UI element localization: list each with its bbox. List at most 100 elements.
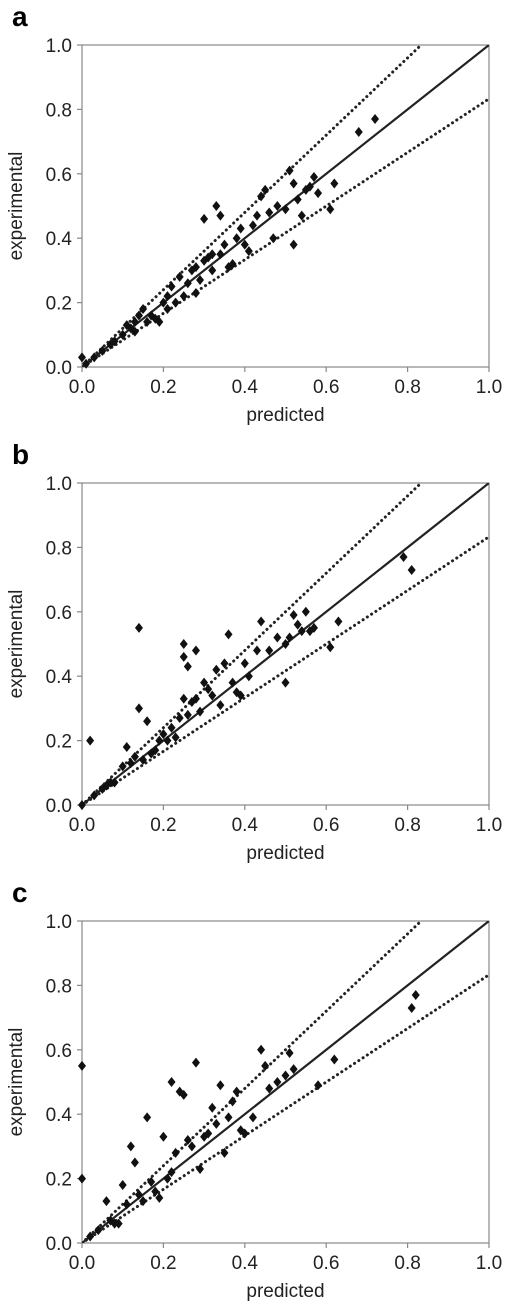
data-point	[399, 552, 408, 563]
data-point	[175, 1086, 184, 1097]
data-point	[228, 1096, 237, 1107]
data-point	[212, 1118, 221, 1129]
data-point	[143, 316, 152, 327]
data-point	[244, 671, 253, 682]
data-point	[257, 191, 266, 202]
y-tick-label: 0.6	[46, 603, 72, 624]
data-point	[253, 645, 262, 656]
data-point	[220, 239, 229, 250]
data-point	[273, 632, 282, 643]
data-point	[110, 777, 119, 788]
data-point	[293, 619, 302, 630]
y-tick-label: 0.4	[46, 229, 73, 250]
data-point	[289, 1064, 298, 1075]
y-tick-label: 0.0	[46, 1234, 72, 1255]
data-point	[134, 703, 143, 714]
data-point	[171, 1147, 180, 1158]
reference-lines	[82, 921, 489, 1243]
data-point	[281, 639, 290, 649]
data-point	[118, 1180, 127, 1191]
data-points	[78, 114, 380, 369]
data-point	[171, 297, 180, 308]
data-point	[78, 800, 86, 810]
data-point	[273, 201, 282, 211]
data-point	[175, 713, 184, 724]
x-tick-label: 0.0	[69, 377, 95, 398]
data-point	[411, 990, 420, 1001]
y-tick-label: 0.8	[46, 976, 72, 997]
data-point	[208, 249, 217, 260]
data-point	[244, 246, 253, 257]
data-point	[179, 639, 188, 649]
data-point	[78, 352, 86, 363]
x-axis-title: predicted	[246, 1281, 324, 1302]
plot-frame	[81, 920, 490, 1244]
data-point	[187, 1141, 196, 1152]
data-point	[301, 606, 310, 617]
y-tick-label: 0.2	[46, 1170, 72, 1191]
data-point	[289, 610, 298, 621]
data-point	[269, 233, 278, 244]
data-point	[261, 1060, 270, 1071]
data-point	[208, 265, 217, 276]
data-point	[179, 291, 188, 302]
data-point	[94, 1225, 103, 1236]
panel-label: c	[12, 877, 28, 908]
data-point	[179, 693, 188, 704]
data-point	[200, 213, 209, 224]
data-point	[314, 188, 323, 199]
data-point	[183, 1134, 192, 1145]
data-point	[90, 352, 99, 363]
data-point	[126, 1141, 135, 1152]
x-tick-label: 0.6	[313, 377, 339, 398]
data-point	[151, 1186, 160, 1197]
data-point	[354, 126, 363, 137]
data-point	[216, 1080, 225, 1091]
data-point	[334, 616, 343, 627]
data-point	[371, 114, 380, 125]
data-point	[110, 1218, 119, 1229]
data-point	[204, 1128, 213, 1139]
data-points	[78, 990, 420, 1242]
x-tick-label: 1.0	[476, 815, 502, 836]
identity-line	[82, 921, 489, 1243]
data-point	[134, 622, 143, 633]
data-point	[261, 184, 270, 195]
data-point	[118, 329, 127, 340]
data-point	[289, 239, 298, 250]
x-tick-label: 1.0	[476, 1253, 502, 1274]
data-point	[143, 1112, 152, 1123]
scatter-chart-c: c 0.0 0.2 0.4 0.6 0.8 1.0 0.0 0.2 0.4 0.6 0.8 1.0 pre…	[6, 877, 502, 1302]
data-point	[163, 291, 172, 302]
lower-bound-line	[82, 535, 489, 805]
panel-label: a	[12, 1, 28, 32]
data-point	[159, 1131, 168, 1142]
data-point	[191, 287, 200, 298]
data-point	[212, 664, 221, 675]
data-point	[191, 693, 200, 704]
data-point	[179, 651, 188, 662]
data-point	[159, 729, 168, 740]
data-point	[86, 1231, 95, 1242]
data-point	[187, 696, 196, 707]
data-point	[407, 1002, 416, 1013]
data-point	[281, 1070, 290, 1081]
data-point	[240, 239, 249, 250]
data-point	[106, 777, 115, 788]
x-tick-label: 0.8	[394, 1253, 420, 1274]
lower-bound-line	[82, 97, 489, 367]
x-tick-label: 0.8	[394, 815, 420, 836]
y-tick-label: 0.0	[46, 358, 72, 379]
data-point	[297, 210, 306, 221]
y-tick-label: 1.0	[46, 36, 72, 57]
data-point	[82, 358, 91, 369]
data-point	[167, 1167, 176, 1178]
data-point	[126, 758, 135, 769]
scatter-panel-a: a 0.0 0.2 0.4 0.6 0.8 1.0 0.0 0.2 0.4 0.6 0.8 1.0 pre…	[0, 0, 508, 438]
data-point	[224, 1112, 233, 1123]
data-point	[147, 1176, 156, 1187]
x-tick-label: 0.2	[150, 377, 176, 398]
x-tick-label: 0.4	[232, 377, 259, 398]
lower-bound-line	[82, 973, 489, 1243]
data-point	[200, 1131, 209, 1142]
